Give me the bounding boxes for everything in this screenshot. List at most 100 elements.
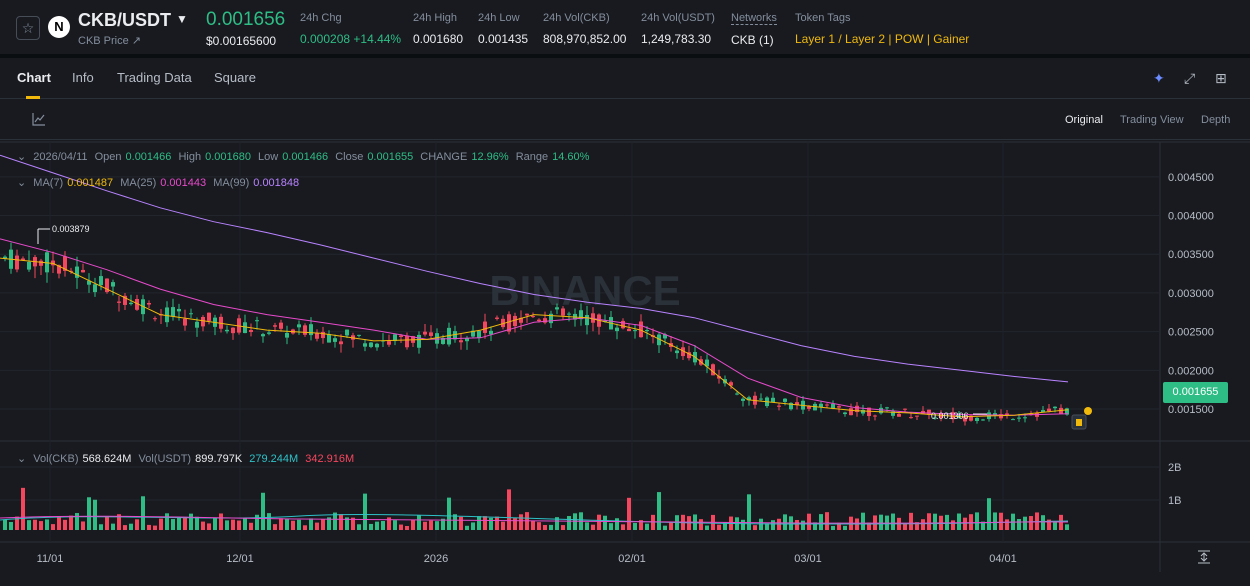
candle-body bbox=[867, 407, 871, 417]
time-tick-label: 04/01 bbox=[989, 553, 1017, 565]
candle-body bbox=[861, 410, 865, 414]
volume-bar bbox=[759, 518, 763, 530]
candle-body bbox=[939, 414, 943, 418]
volume-bar bbox=[981, 521, 985, 530]
volume-bar bbox=[645, 523, 649, 530]
candle-body bbox=[813, 403, 817, 411]
volume-bar bbox=[465, 525, 469, 530]
candle-body bbox=[633, 330, 637, 332]
candle-body bbox=[471, 330, 475, 337]
note-icon-glyph bbox=[1076, 419, 1082, 426]
candle-body bbox=[711, 364, 715, 376]
volume-bar bbox=[411, 519, 415, 530]
candle-body bbox=[225, 329, 229, 332]
stat-24h-vol-ckb: 24h Vol(CKB) 808,970,852.00 bbox=[543, 12, 627, 46]
volume-bar bbox=[489, 517, 493, 530]
ticker-header: ☆ N CKB/USDT ▼ CKB Price ↗ 0.001656 $0.0… bbox=[0, 0, 1250, 54]
candle-body bbox=[1047, 408, 1051, 412]
volume-bar bbox=[87, 497, 91, 530]
tab-square[interactable]: Square bbox=[214, 70, 256, 85]
candle-body bbox=[831, 403, 835, 409]
candle-body bbox=[165, 307, 169, 323]
time-tick-label: 12/01 bbox=[226, 553, 254, 565]
candle-body bbox=[819, 403, 823, 408]
candle-body bbox=[807, 406, 811, 409]
volume-bar bbox=[921, 519, 925, 530]
candle-body bbox=[477, 330, 481, 338]
candle-body bbox=[849, 408, 853, 416]
candle-body bbox=[687, 352, 691, 359]
candle-body bbox=[525, 313, 529, 316]
candle-body bbox=[123, 295, 127, 305]
volume-bar bbox=[819, 514, 823, 530]
candle-body bbox=[771, 397, 775, 403]
volume-bar bbox=[651, 514, 655, 530]
coin-price-link[interactable]: CKB Price ↗ bbox=[78, 35, 142, 47]
candle-body bbox=[63, 256, 67, 271]
stat-token-tags[interactable]: Token Tags Layer 1 / Layer 2 | POW | Gai… bbox=[795, 12, 970, 46]
candle-body bbox=[999, 414, 1003, 419]
pair-dropdown-icon[interactable]: ▼ bbox=[176, 12, 188, 26]
ai-sparkle-icon[interactable]: ✦ bbox=[1153, 70, 1165, 86]
time-tick-label: 11/01 bbox=[37, 553, 64, 565]
candle-body bbox=[447, 327, 451, 345]
volume-bar bbox=[279, 518, 283, 530]
candle-body bbox=[387, 341, 391, 345]
candle-body bbox=[663, 334, 667, 339]
candle-body bbox=[789, 402, 793, 410]
volume-bar bbox=[429, 520, 433, 530]
candle-body bbox=[981, 419, 985, 421]
favorite-star-icon[interactable]: ☆ bbox=[16, 16, 40, 40]
candle-body bbox=[837, 406, 841, 408]
reset-scale-icon[interactable] bbox=[1198, 550, 1210, 564]
volume-bar bbox=[621, 524, 625, 530]
candle-body bbox=[675, 350, 679, 354]
volume-bar bbox=[423, 521, 427, 530]
candle-body bbox=[897, 413, 901, 417]
candle-body bbox=[513, 315, 517, 327]
layout-grid-icon[interactable]: ⊞ bbox=[1215, 70, 1227, 86]
candle-body bbox=[51, 260, 55, 266]
collapse-icon[interactable]: ⌄ bbox=[17, 151, 27, 163]
price-tick-label: 0.004000 bbox=[1168, 211, 1214, 223]
candle-body bbox=[93, 284, 97, 293]
candle-body bbox=[39, 260, 43, 266]
view-depth[interactable]: Depth bbox=[1201, 114, 1231, 126]
volume-bar bbox=[837, 522, 841, 530]
tab-chart[interactable]: Chart bbox=[17, 70, 51, 85]
candle-body bbox=[297, 324, 301, 328]
series-line-ma25 bbox=[0, 238, 1069, 416]
view-original[interactable]: Original bbox=[1065, 114, 1103, 126]
candle-body bbox=[1041, 410, 1045, 413]
volume-bar bbox=[99, 524, 103, 530]
volume-bar bbox=[663, 525, 667, 530]
tab-info[interactable]: Info bbox=[72, 70, 94, 85]
volume-bar bbox=[171, 519, 175, 530]
volume-bar bbox=[129, 523, 133, 530]
tab-trading-data[interactable]: Trading Data bbox=[117, 70, 192, 85]
candle-body bbox=[219, 316, 223, 329]
indicator-chart-icon[interactable] bbox=[32, 112, 46, 126]
volume-bar bbox=[303, 525, 307, 530]
candle-body bbox=[489, 330, 493, 335]
collapse-icon[interactable]: ⌄ bbox=[17, 177, 27, 189]
volume-bar bbox=[813, 522, 817, 530]
volume-bar bbox=[243, 518, 247, 530]
view-trading-view[interactable]: Trading View bbox=[1120, 114, 1184, 126]
candle-body bbox=[441, 337, 445, 344]
volume-bar bbox=[459, 516, 463, 530]
stat-networks[interactable]: Networks CKB (1) bbox=[731, 12, 777, 47]
volume-bar bbox=[831, 525, 835, 530]
pair-title[interactable]: CKB/USDT bbox=[78, 10, 171, 30]
volume-bar bbox=[111, 523, 115, 530]
collapse-icon[interactable]: ⌄ bbox=[17, 453, 27, 465]
fullscreen-icon[interactable]: ⤢ bbox=[1184, 70, 1196, 86]
volume-bar bbox=[669, 521, 673, 530]
volume-bar bbox=[903, 523, 907, 530]
candle-body bbox=[495, 317, 499, 319]
volume-bar bbox=[81, 521, 85, 530]
volume-bar bbox=[477, 516, 481, 530]
volume-bar bbox=[1005, 519, 1009, 530]
candle-body bbox=[705, 359, 709, 367]
